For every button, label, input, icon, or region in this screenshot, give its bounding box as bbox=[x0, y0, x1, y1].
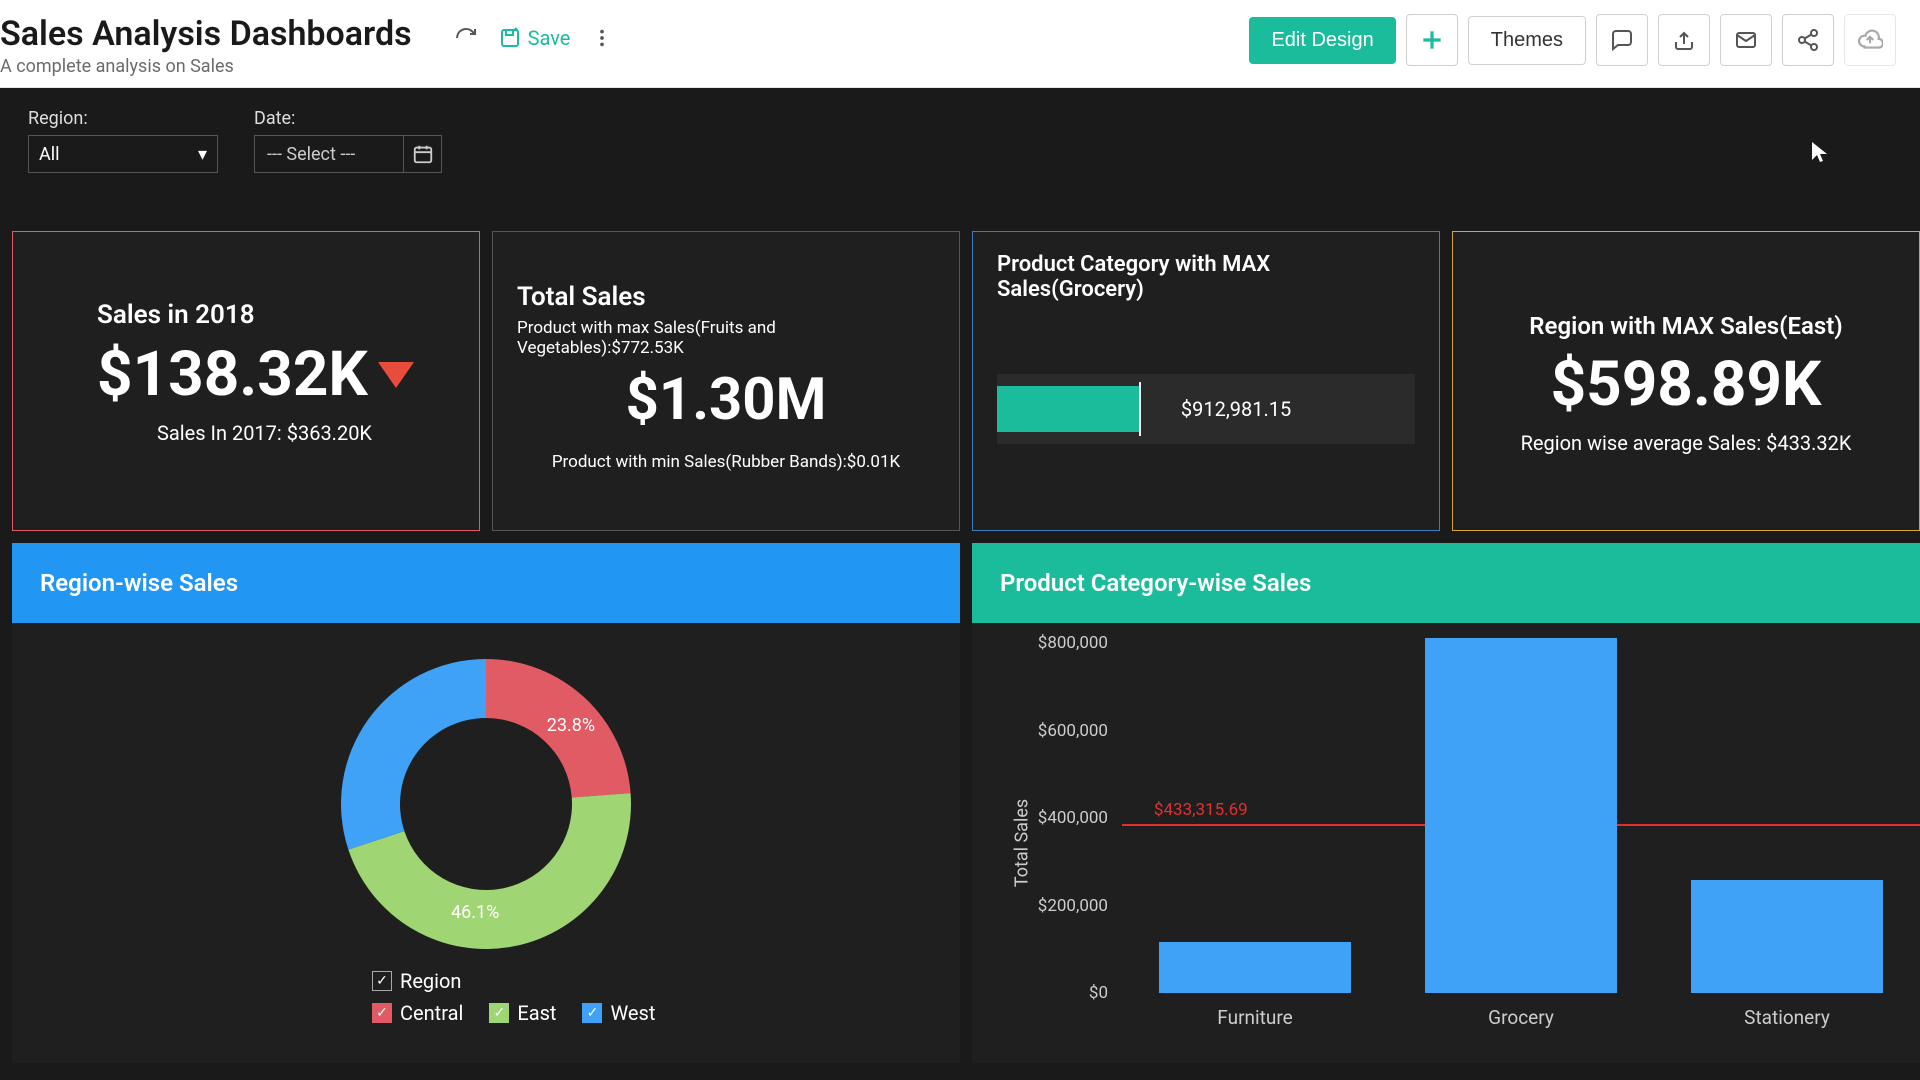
legend-text: West bbox=[610, 1001, 655, 1025]
legend-text: East bbox=[517, 1001, 556, 1025]
save-label: Save bbox=[528, 26, 571, 50]
kpi-total-sales[interactable]: Total Sales Product with max Sales(Fruit… bbox=[492, 231, 960, 531]
kpi-sub: Region wise average Sales: $433.32K bbox=[1477, 431, 1895, 455]
panel-header: Region-wise Sales bbox=[12, 543, 960, 623]
y-tick: $0 bbox=[1018, 983, 1108, 1003]
bar-stationery[interactable] bbox=[1691, 880, 1883, 993]
legend-swatch: ✓ bbox=[489, 1003, 509, 1023]
donut-label-central: 23.8% bbox=[547, 715, 595, 736]
kpi-title: Total Sales bbox=[517, 282, 935, 312]
refresh-icon[interactable] bbox=[448, 20, 484, 56]
kpi-title: Product Category with MAX Sales(Grocery) bbox=[997, 252, 1415, 302]
page-title: Sales Analysis Dashboards bbox=[0, 14, 412, 54]
date-placeholder: --- Select --- bbox=[267, 144, 355, 165]
share-icon[interactable] bbox=[1782, 14, 1834, 66]
kpi-value: $1.30M bbox=[626, 366, 827, 434]
cloud-upload-icon[interactable] bbox=[1844, 14, 1896, 66]
dashboard-body: Region: All ▾ Date: --- Select --- Sales… bbox=[0, 88, 1920, 1080]
legend-swatch: ✓ bbox=[582, 1003, 602, 1023]
kpi-max-category[interactable]: Product Category with MAX Sales(Grocery)… bbox=[972, 231, 1440, 531]
kpi-value: $138.32K bbox=[97, 338, 368, 411]
page-subtitle: A complete analysis on Sales bbox=[0, 56, 412, 77]
mail-icon[interactable] bbox=[1720, 14, 1772, 66]
region-label: Region: bbox=[28, 108, 218, 129]
kpi-max-region[interactable]: Region with MAX Sales(East) $598.89K Reg… bbox=[1452, 231, 1920, 531]
gauge-label: $912,981.15 bbox=[1181, 397, 1291, 421]
y-tick: $200,000 bbox=[1018, 896, 1108, 916]
kpi-sub: Sales In 2017: $363.20K bbox=[97, 421, 455, 445]
bar-furniture[interactable] bbox=[1159, 942, 1351, 993]
donut-chart[interactable]: 23.8% 46.1% bbox=[341, 659, 631, 949]
filter-date: Date: --- Select --- bbox=[254, 108, 442, 173]
x-tick: Furniture bbox=[1217, 1006, 1292, 1029]
themes-button[interactable]: Themes bbox=[1468, 16, 1586, 65]
gauge: $912,981.15 bbox=[997, 374, 1415, 444]
edit-design-button[interactable]: Edit Design bbox=[1249, 17, 1395, 64]
donut-legend: ✓ Region ✓ Central ✓ East ✓ West bbox=[372, 969, 960, 1025]
kpi-bottom-sub: Product with min Sales(Rubber Bands):$0.… bbox=[517, 452, 935, 472]
panel-region-sales: Region-wise Sales 23.8% 46.1% ✓ Region ✓… bbox=[12, 543, 960, 1063]
kpi-top-sub: Product with max Sales(Fruits and Vegeta… bbox=[517, 318, 935, 358]
kpi-title: Region with MAX Sales(East) bbox=[1477, 312, 1895, 340]
filter-region: Region: All ▾ bbox=[28, 108, 218, 173]
y-tick: $400,000 bbox=[1018, 808, 1108, 828]
more-icon[interactable] bbox=[584, 20, 620, 56]
legend-item-east[interactable]: ✓ East bbox=[489, 1001, 556, 1025]
legend-swatch: ✓ bbox=[372, 1003, 392, 1023]
region-select[interactable]: All ▾ bbox=[28, 135, 218, 173]
donut-label-east: 46.1% bbox=[451, 902, 499, 923]
legend-title: Region bbox=[400, 969, 461, 993]
chevron-down-icon: ▾ bbox=[198, 144, 207, 165]
panel-header: Product Category-wise Sales bbox=[972, 543, 1920, 623]
header-title-block: Sales Analysis Dashboards A complete ana… bbox=[0, 14, 412, 77]
cursor-icon bbox=[1810, 140, 1830, 170]
legend-item-central[interactable]: ✓ Central bbox=[372, 1001, 463, 1025]
kpi-value: $598.89K bbox=[1551, 348, 1822, 421]
calendar-icon[interactable] bbox=[404, 135, 442, 173]
bar-grocery[interactable] bbox=[1425, 638, 1617, 993]
add-button[interactable] bbox=[1406, 14, 1458, 66]
legend-item-west[interactable]: ✓ West bbox=[582, 1001, 655, 1025]
donut-slice-west[interactable] bbox=[341, 659, 486, 850]
kpi-title: Sales in 2018 bbox=[97, 300, 455, 330]
gauge-fill bbox=[997, 386, 1139, 432]
panel-category-sales: Product Category-wise Sales Total Sales … bbox=[972, 543, 1920, 1063]
region-value: All bbox=[39, 144, 60, 165]
gauge-tick bbox=[1139, 382, 1141, 436]
save-button[interactable]: Save bbox=[498, 26, 571, 50]
filter-bar: Region: All ▾ Date: --- Select --- bbox=[12, 108, 1920, 173]
kpi-sales-2018[interactable]: Sales in 2018 $138.32K Sales In 2017: $3… bbox=[12, 231, 480, 531]
trend-down-icon bbox=[378, 362, 414, 388]
app-header: Sales Analysis Dashboards A complete ana… bbox=[0, 0, 1920, 88]
x-tick: Stationery bbox=[1744, 1006, 1830, 1029]
bar-chart[interactable]: Total Sales $800,000$600,000$400,000$200… bbox=[972, 623, 1920, 1063]
export-icon[interactable] bbox=[1658, 14, 1710, 66]
reference-label: $433,315.69 bbox=[1154, 800, 1248, 820]
y-tick: $600,000 bbox=[1018, 721, 1108, 741]
comment-icon[interactable] bbox=[1596, 14, 1648, 66]
y-tick: $800,000 bbox=[1018, 633, 1108, 653]
date-label: Date: bbox=[254, 108, 442, 129]
legend-text: Central bbox=[400, 1001, 463, 1025]
legend-checkbox[interactable]: ✓ bbox=[372, 971, 392, 991]
x-tick: Grocery bbox=[1488, 1006, 1554, 1029]
chart-row: Region-wise Sales 23.8% 46.1% ✓ Region ✓… bbox=[12, 543, 1920, 1063]
date-input[interactable]: --- Select --- bbox=[254, 135, 404, 173]
kpi-row: Sales in 2018 $138.32K Sales In 2017: $3… bbox=[12, 231, 1920, 531]
